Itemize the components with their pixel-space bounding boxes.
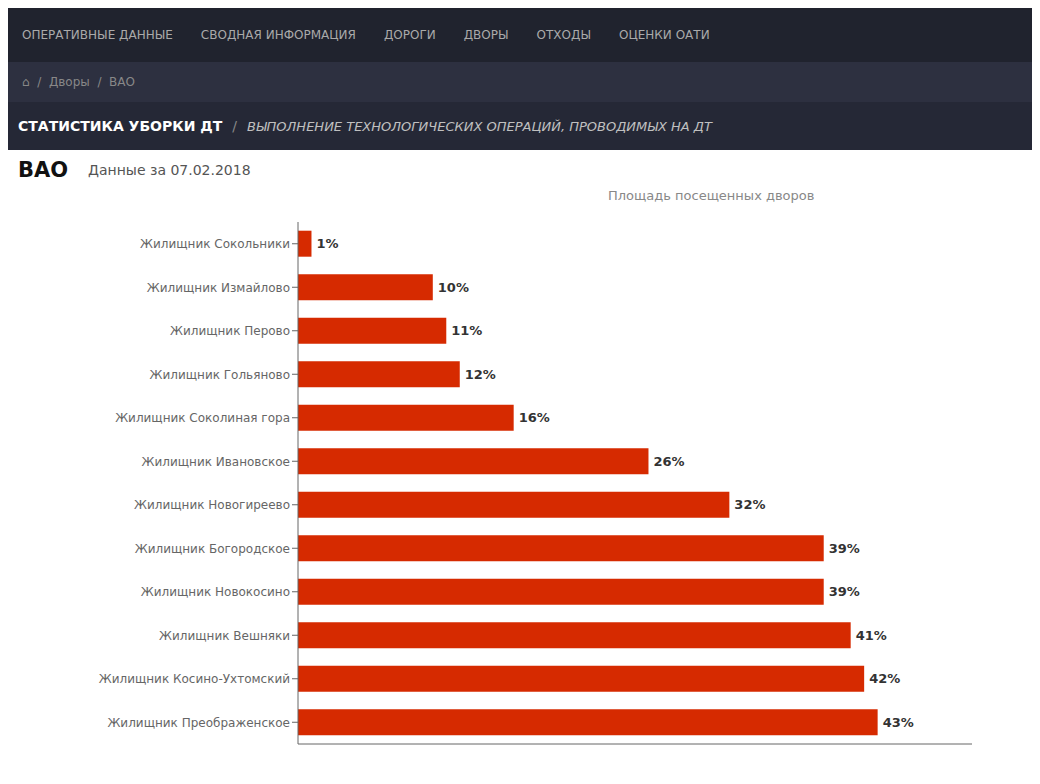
svg-text:11%: 11% [451, 323, 482, 338]
svg-text:Жилищник Новогиреево: Жилищник Новогиреево [134, 498, 290, 512]
svg-text:Жилищник Соколиная гора: Жилищник Соколиная гора [115, 411, 290, 425]
svg-text:Жилищник Ивановское: Жилищник Ивановское [142, 455, 290, 469]
svg-text:Жилищник Измайлово: Жилищник Измайлово [147, 281, 290, 295]
svg-text:Жилищник Преображенское: Жилищник Преображенское [107, 716, 290, 730]
svg-text:Жилищник Новокосино: Жилищник Новокосино [141, 585, 290, 599]
html-text:ОТХОДЫ: ОТХОДЫ [536, 28, 591, 42]
svg-text:Жилищник Перово: Жилищник Перово [170, 324, 290, 338]
svg-text:10%: 10% [438, 280, 469, 295]
html-text:СВОДНАЯ ИНФОРМАЦИЯ: СВОДНАЯ ИНФОРМАЦИЯ [200, 28, 356, 42]
html-text:⌂ / Дворы / ВАО: ⌂ / Дворы / ВАО [22, 75, 135, 89]
svg-text:16%: 16% [519, 410, 550, 425]
svg-text:Жилищник Вешняки: Жилищник Вешняки [159, 629, 290, 643]
svg-text:12%: 12% [465, 367, 496, 382]
svg-text:Жилищник Богородское: Жилищник Богородское [135, 542, 290, 556]
svg-text:39%: 39% [829, 541, 860, 556]
svg-text:39%: 39% [829, 584, 860, 599]
svg-text:Жилищник Гольяново: Жилищник Гольяново [150, 368, 290, 382]
html-text:СТАТИСТИКА УБОРКИ ДТ: СТАТИСТИКА УБОРКИ ДТ [18, 118, 223, 134]
svg-text:41%: 41% [856, 628, 887, 643]
html-text:ДВОРЫ: ДВОРЫ [463, 28, 509, 42]
html-text:ВЫПОЛНЕНИЕ ТЕХНОЛОГИЧЕСКИХ ОПЕ: ВЫПОЛНЕНИЕ ТЕХНОЛОГИЧЕСКИХ ОПЕРАЦИЙ, ПРО… [247, 118, 712, 134]
svg-text:42%: 42% [869, 671, 900, 686]
svg-text:43%: 43% [883, 715, 914, 730]
html-text:ДОРОГИ: ДОРОГИ [383, 28, 436, 42]
html-text:Данные за 07.02.2018: Данные за 07.02.2018 [88, 162, 251, 178]
html-text:ОЦЕНКИ ОАТИ: ОЦЕНКИ ОАТИ [619, 28, 710, 42]
svg-text:1%: 1% [316, 236, 338, 251]
svg-text:Жилищник Сокольники: Жилищник Сокольники [140, 237, 290, 251]
html-text:ОПЕРАТИВНЫЕ ДАННЫЕ: ОПЕРАТИВНЫЕ ДАННЫЕ [22, 28, 173, 42]
svg-text:Жилищник Косино-Ухтомский: Жилищник Косино-Ухтомский [99, 672, 290, 686]
html-text:Площадь посещенных дворов: Площадь посещенных дворов [608, 188, 815, 203]
svg-text:32%: 32% [734, 497, 765, 512]
svg-text:26%: 26% [653, 454, 684, 469]
html-text:ВАО: ВАО [18, 158, 69, 182]
